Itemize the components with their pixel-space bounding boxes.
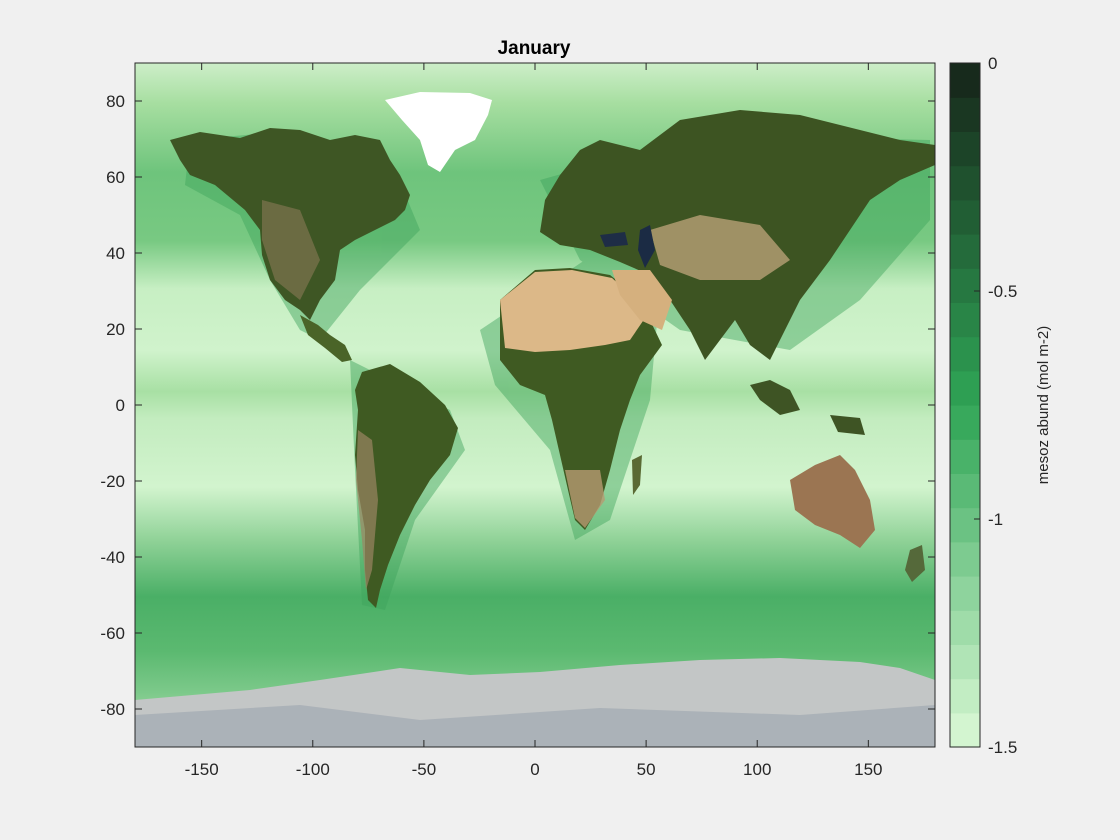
y-tick-label: 40 [106,244,125,263]
colorbar-ticks: 0 -0.5 -1 -1.5 [974,54,1017,757]
colorbar-tick-label: -1 [988,510,1003,529]
colorbar-level [950,473,980,509]
colorbar-level [950,199,980,235]
x-tick-label: 50 [637,760,656,779]
greenland-ice [385,92,492,172]
x-tick-label: -100 [296,760,330,779]
colorbar-tick-label: -1.5 [988,738,1017,757]
colorbar-frame [949,62,981,748]
new-guinea-land [830,415,865,435]
y-tick-label: -60 [100,624,125,643]
colorbar-level [950,712,980,748]
madagascar-land [632,455,642,495]
colorbar-level [950,644,980,680]
colorbar-level [950,302,980,338]
colorbar-tick-label: -0.5 [988,282,1017,301]
colorbar-level [950,541,980,577]
colorbar-level [950,234,980,269]
colorbar-level [950,405,980,440]
x-axis: -150 -100 -50 0 50 100 150 [185,63,883,779]
colorbar-level [950,439,980,474]
y-tick-label: -80 [100,700,125,719]
colorbar[interactable] [949,62,981,748]
central-america-land [300,315,352,362]
colorbar-level [950,63,980,98]
colorbar-level [950,576,980,611]
colorbar-level [950,336,980,372]
indonesia-land [750,380,800,415]
colorbar-level [950,165,980,201]
new-zealand-land [905,545,925,582]
x-tick-label: -150 [185,760,219,779]
colorbar-level [950,678,980,714]
y-tick-label: 80 [106,92,125,111]
y-axis: 80 60 40 20 0 -20 -40 -60 -80 [100,92,935,719]
central-asia-desert [650,215,790,280]
south-america-land [355,364,458,608]
x-tick-label: -50 [412,760,437,779]
arabia-desert [612,270,672,330]
colorbar-level [950,131,980,167]
colorbar-level [950,97,980,132]
colorbar-level [950,507,980,543]
colorbar-level [950,268,980,303]
map-area[interactable] [135,63,935,747]
black-sea [600,232,628,247]
australia-land [790,455,875,548]
colorbar-level [950,370,980,406]
north-america-plains [262,200,320,300]
antarctica-shadow [135,705,935,747]
caspian-sea [638,225,655,268]
x-tick-label: 100 [743,760,771,779]
y-tick-label: 20 [106,320,125,339]
x-tick-label: 150 [854,760,882,779]
map-title: January [498,38,571,59]
y-tick-label: -40 [100,548,125,567]
sahara-desert [500,270,645,352]
colorbar-label: mesoz abund (mol m-2) [1035,326,1052,484]
antarctica-ice [135,658,935,747]
colorbar-level [950,610,980,645]
y-tick-label: 0 [116,396,125,415]
y-tick-label: -20 [100,472,125,491]
kalahari-desert [565,470,605,528]
andes-desert [356,430,378,590]
y-tick-label: 60 [106,168,125,187]
colorbar-tick-label: 0 [988,54,997,73]
x-tick-label: 0 [530,760,539,779]
